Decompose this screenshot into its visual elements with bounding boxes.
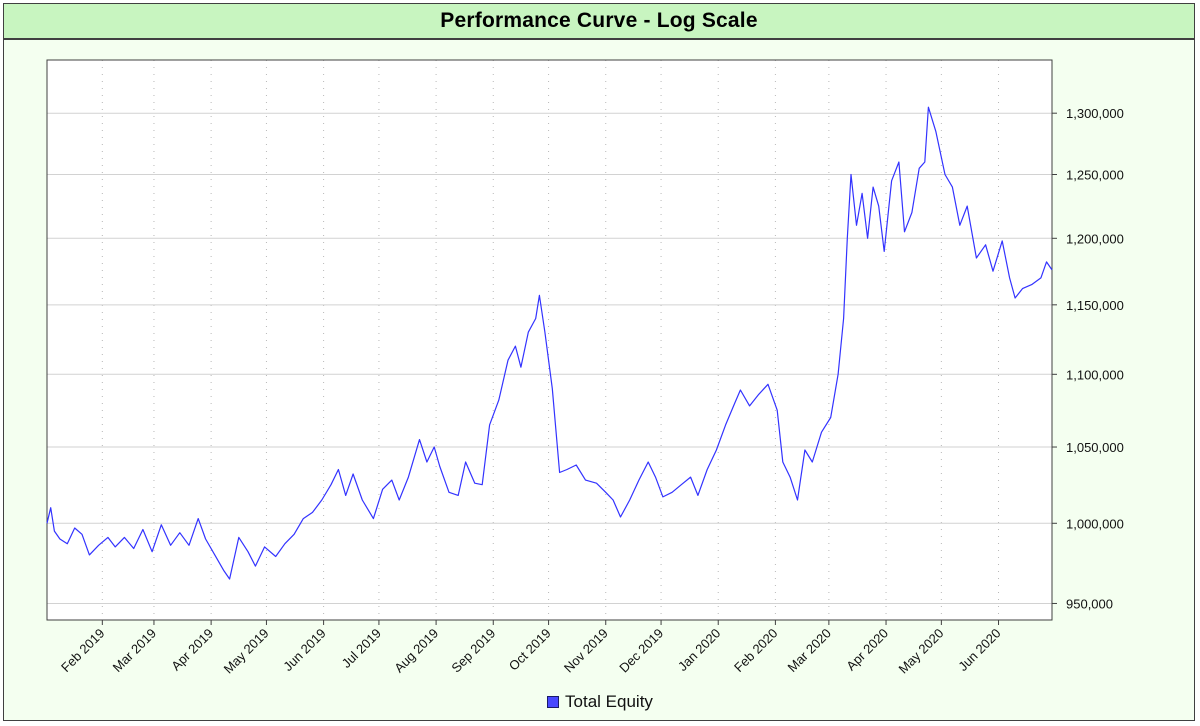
- y-tick-label: 1,050,000: [1066, 440, 1124, 455]
- y-tick-label: 1,300,000: [1066, 106, 1124, 121]
- x-tick-label: Jul 2019: [339, 626, 384, 671]
- y-tick-label: 950,000: [1066, 596, 1113, 611]
- x-tick-label: May 2019: [221, 626, 272, 677]
- x-tick-label: Jan 2020: [675, 626, 723, 674]
- x-tick-label: Feb 2020: [731, 626, 780, 675]
- x-tick-label: Aug 2019: [391, 626, 441, 676]
- x-tick-label: Dec 2019: [616, 626, 666, 676]
- title-bar: Performance Curve - Log Scale: [4, 4, 1194, 40]
- x-tick-label: Jun 2020: [955, 626, 1003, 674]
- x-tick-label: Apr 2020: [843, 626, 891, 674]
- y-tick-label: 1,200,000: [1066, 231, 1124, 246]
- equity-chart: 950,000 1,000,000 1,050,000 1,100,000 1,150,…: [46, 59, 1124, 677]
- x-tick-label: Oct 2019: [506, 626, 554, 674]
- x-tick-label: Nov 2019: [561, 626, 611, 676]
- plot-area: [47, 60, 1052, 620]
- x-tick-label: Apr 2019: [168, 626, 216, 674]
- legend-label-total-equity: Total Equity: [565, 692, 653, 711]
- x-tick-label: Mar 2020: [785, 626, 834, 675]
- x-tick-label: Sep 2019: [448, 626, 498, 676]
- y-tick-label: 1,100,000: [1066, 367, 1124, 382]
- chart-title: Performance Curve - Log Scale: [440, 9, 758, 32]
- y-tick-label: 1,000,000: [1066, 516, 1124, 531]
- x-tick-label: Feb 2019: [58, 626, 107, 675]
- series-line-total-equity: [46, 106, 1053, 580]
- y-tick-label: 1,250,000: [1066, 167, 1124, 182]
- legend-swatch-total-equity: [547, 696, 560, 708]
- y-tick-label: 1,150,000: [1066, 298, 1124, 313]
- x-tick-label: Jun 2019: [280, 626, 328, 674]
- legend: Total Equity: [0, 690, 1200, 714]
- x-tick-label: May 2020: [896, 626, 947, 677]
- x-tick-label: Mar 2019: [110, 626, 159, 675]
- plot-border: [46, 59, 1053, 621]
